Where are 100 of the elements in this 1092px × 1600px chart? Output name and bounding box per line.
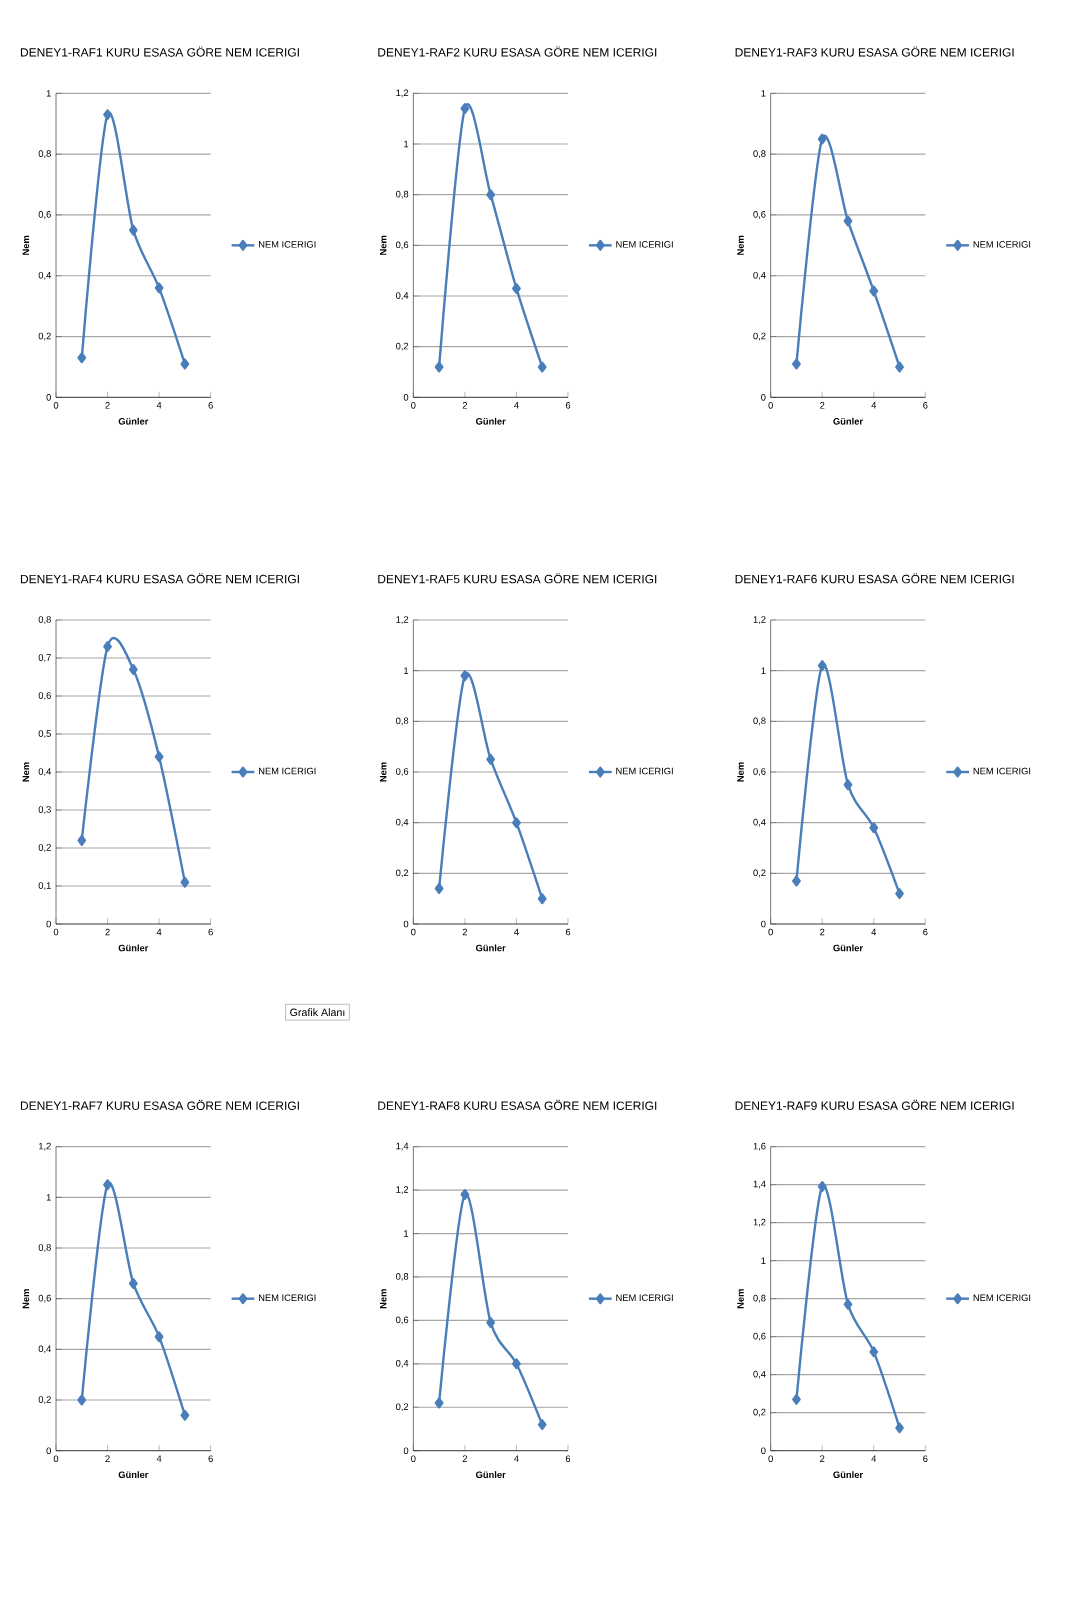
x-axis-title: Günler (476, 1471, 506, 1478)
y-tick-label: 0,6 (753, 768, 766, 776)
x-tick-label: 2 (462, 1455, 468, 1462)
y-tick-label: 1,2 (396, 1186, 409, 1194)
y-tick-label: 0,2 (753, 869, 766, 878)
x-axis-title: Günler (118, 944, 149, 952)
legend-label: NEM ICERIGI (259, 241, 316, 248)
point (460, 670, 470, 682)
y-tick-label: 0,8 (38, 616, 51, 624)
y-tick-label: 1 (46, 1194, 51, 1201)
x-tick-label: 6 (208, 402, 213, 409)
y-tick-label: 0 (761, 394, 766, 401)
point (77, 834, 87, 846)
y-tick-label: 0,2 (38, 1396, 51, 1404)
point (128, 1278, 138, 1289)
legend-label: NEM ICERIGI (973, 1294, 1031, 1302)
point (512, 1358, 521, 1370)
x-tick-label: 0 (53, 1455, 59, 1462)
x-tick-label: 0 (411, 402, 416, 409)
x-tick-label: 4 (156, 402, 162, 409)
y-tick-label: 0,4 (753, 818, 766, 827)
x-tick-label: 0 (768, 402, 773, 409)
chart-title: DENEY1-RAF7 KURU ESASA GÖRE NEM ICERIGI (20, 1099, 299, 1110)
y-tick-label: 0 (761, 920, 766, 928)
y-tick-label: 0,8 (38, 1244, 51, 1252)
x-tick-label: 2 (462, 402, 468, 409)
x-tick-label: 6 (923, 402, 928, 409)
x-tick-label: 2 (105, 928, 110, 936)
legend-label: NEM ICERIGI (259, 767, 316, 775)
point (895, 1422, 904, 1434)
point (486, 753, 496, 765)
point (180, 876, 190, 888)
y-tick-label: 0,2 (38, 844, 51, 852)
x-tick-label: 4 (514, 1455, 519, 1462)
x-tick-label: 2 (820, 402, 825, 409)
y-tick-label: 0,8 (396, 717, 409, 726)
point (128, 224, 138, 236)
x-tick-label: 4 (871, 1455, 877, 1462)
y-tick-label: 1,2 (753, 616, 766, 624)
x-tick-label: 0 (53, 928, 59, 936)
y-tick-label: 1 (404, 667, 409, 674)
legend-label: NEM ICERIGI (616, 1294, 673, 1302)
y-tick-label: 0,4 (38, 1345, 52, 1354)
y-tick-label: 0,2 (396, 342, 409, 351)
point (792, 1393, 801, 1405)
point (512, 817, 521, 829)
y-tick-label: 0,6 (753, 1332, 766, 1341)
y-tick-label: 1,6 (753, 1142, 766, 1151)
y-tick-label: 0,2 (396, 869, 409, 878)
x-tick-label: 6 (923, 1455, 928, 1462)
chart-title: DENEY1-RAF8 KURU ESASA GÖRE NEM ICERIGI (378, 1099, 657, 1110)
point (869, 822, 879, 834)
y-tick-label: 1 (46, 90, 51, 97)
y-tick-label: 0,2 (753, 1408, 766, 1417)
point (460, 1188, 470, 1200)
y-tick-label: 1,2 (753, 1218, 766, 1227)
y-axis-title: Nem (379, 762, 387, 782)
y-tick-label: 0,2 (753, 332, 766, 341)
point (537, 893, 547, 905)
y-tick-label: 0,4 (753, 1370, 766, 1379)
x-tick-label: 6 (208, 1455, 213, 1462)
y-axis-title: Nem (22, 235, 30, 255)
y-tick-label: 0,4 (396, 818, 409, 827)
y-tick-label: 0,5 (38, 730, 51, 738)
x-tick-label: 4 (156, 1455, 162, 1462)
chart-title: DENEY1-RAF1 KURU ESASA GÖRE NEM ICERIGI (20, 46, 299, 57)
y-tick-label: 0,6 (753, 211, 766, 219)
y-tick-label: 0,6 (38, 211, 51, 219)
point (77, 352, 87, 364)
y-tick-label: 0,4 (396, 1359, 409, 1368)
x-tick-label: 2 (820, 1455, 825, 1462)
point (103, 641, 112, 653)
y-axis-title: Nem (737, 1289, 744, 1309)
y-tick-label: 1,4 (753, 1180, 766, 1189)
legend-label: NEM ICERIGI (973, 241, 1031, 248)
y-tick-label: 0 (403, 920, 409, 928)
y-tick-label: 0,1 (38, 882, 51, 890)
y-tick-label: 0,6 (396, 241, 409, 250)
x-tick-label: 6 (565, 1455, 571, 1462)
y-tick-label: 1,4 (396, 1142, 409, 1151)
y-tick-label: 1 (761, 90, 766, 97)
point (817, 1181, 827, 1193)
x-tick-label: 4 (871, 402, 877, 409)
point (128, 663, 138, 675)
x-tick-label: 0 (53, 402, 59, 409)
text: Grafik Alanı (290, 1008, 345, 1017)
y-tick-label: 0,4 (38, 271, 52, 280)
y-tick-label: 1 (761, 667, 766, 674)
x-tick-label: 2 (105, 402, 110, 409)
y-axis-title: Nem (379, 235, 387, 255)
x-tick-label: 4 (871, 928, 877, 936)
x-tick-label: 0 (411, 928, 416, 936)
legend-label: NEM ICERIGI (259, 1294, 316, 1302)
point (486, 1317, 496, 1329)
y-tick-label: 0,8 (753, 150, 766, 158)
chart-title: DENEY1-RAF5 KURU ESASA GÖRE NEM ICERIGI (378, 573, 657, 584)
point (895, 888, 904, 900)
point (843, 1298, 853, 1310)
y-tick-label: 0,4 (396, 292, 409, 300)
x-tick-label: 0 (768, 928, 773, 936)
